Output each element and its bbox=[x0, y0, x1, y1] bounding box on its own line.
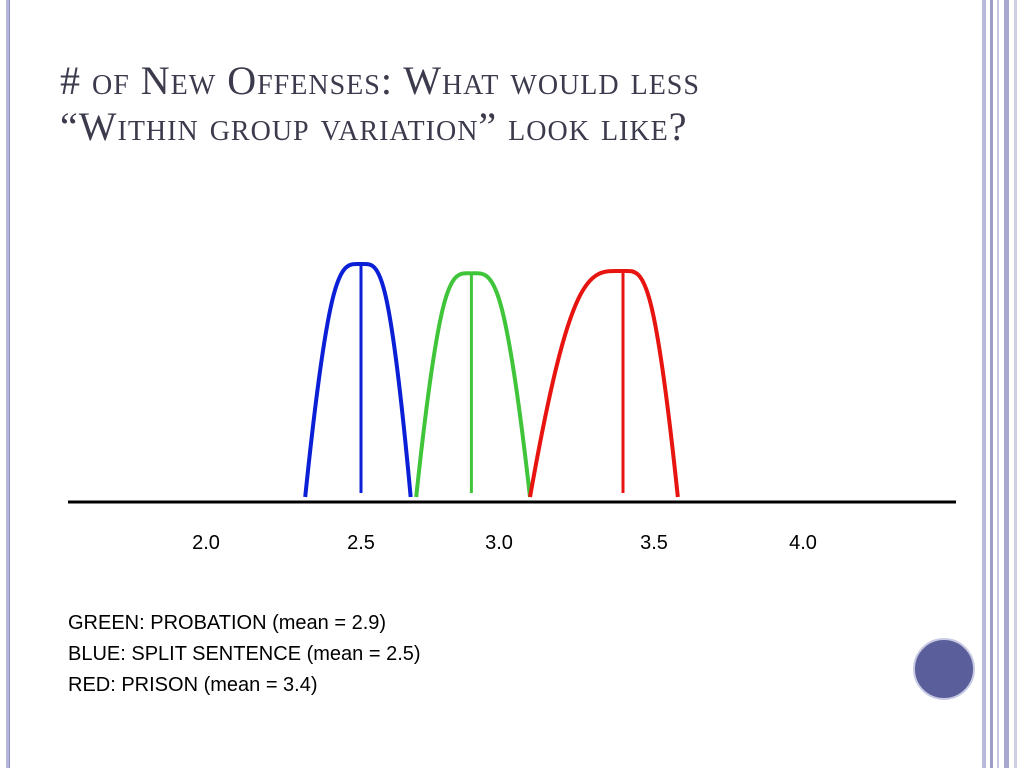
legend: GREEN: PROBATION (mean = 2.9) BLUE: SPLI… bbox=[68, 608, 421, 701]
slide-title-line-1: # of New Offenses: What would less bbox=[60, 58, 700, 103]
x-tick-label: 4.0 bbox=[789, 532, 817, 554]
blue-distribution-curve bbox=[303, 261, 413, 498]
distribution-curves bbox=[303, 261, 680, 498]
decorative-circle bbox=[913, 638, 975, 700]
legend-blue: BLUE: SPLIT SENTENCE (mean = 2.5) bbox=[68, 643, 421, 665]
slide-title-line-2: “Within group variation” look like? bbox=[60, 104, 688, 149]
slide-title: # of New Offenses: What would less “With… bbox=[60, 58, 960, 150]
slide-left-border bbox=[6, 0, 10, 768]
x-tick-label: 3.0 bbox=[485, 532, 513, 554]
x-tick-label: 2.5 bbox=[347, 532, 375, 554]
red-distribution-curve bbox=[528, 268, 680, 498]
x-axis-tick-labels: 2.0 2.5 3.0 3.5 4.0 bbox=[192, 532, 817, 554]
x-tick-label: 2.0 bbox=[192, 532, 220, 554]
x-tick-label: 3.5 bbox=[640, 532, 668, 554]
green-distribution-curve bbox=[414, 271, 532, 498]
legend-red: RED: PRISON (mean = 3.4) bbox=[68, 674, 318, 696]
legend-green: GREEN: PROBATION (mean = 2.9) bbox=[68, 612, 387, 634]
slide-right-border bbox=[974, 0, 1024, 768]
